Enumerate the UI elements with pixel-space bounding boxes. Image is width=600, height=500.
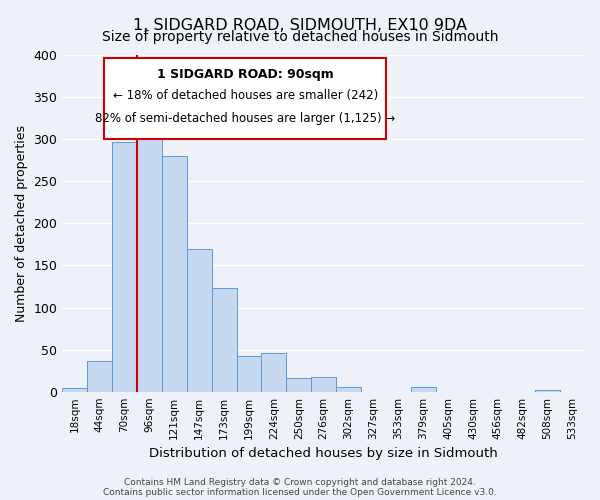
Bar bbox=[336, 388, 361, 392]
Text: 82% of semi-detached houses are larger (1,125) →: 82% of semi-detached houses are larger (… bbox=[95, 112, 395, 125]
Text: ← 18% of detached houses are smaller (242): ← 18% of detached houses are smaller (24… bbox=[113, 88, 378, 102]
Bar bbox=[162, 156, 187, 392]
Bar bbox=[87, 360, 112, 392]
Bar bbox=[286, 378, 311, 392]
Bar bbox=[535, 390, 560, 392]
FancyBboxPatch shape bbox=[104, 58, 386, 139]
Bar bbox=[236, 356, 262, 392]
Bar bbox=[212, 288, 236, 392]
Bar bbox=[311, 378, 336, 392]
Bar bbox=[262, 353, 286, 392]
Text: Contains public sector information licensed under the Open Government Licence v3: Contains public sector information licen… bbox=[103, 488, 497, 497]
Y-axis label: Number of detached properties: Number of detached properties bbox=[15, 125, 28, 322]
X-axis label: Distribution of detached houses by size in Sidmouth: Distribution of detached houses by size … bbox=[149, 447, 498, 460]
Bar bbox=[187, 248, 212, 392]
Bar bbox=[112, 142, 137, 392]
Text: Size of property relative to detached houses in Sidmouth: Size of property relative to detached ho… bbox=[102, 30, 498, 44]
Bar bbox=[62, 388, 87, 392]
Bar bbox=[411, 386, 436, 392]
Bar bbox=[137, 114, 162, 392]
Text: 1 SIDGARD ROAD: 90sqm: 1 SIDGARD ROAD: 90sqm bbox=[157, 68, 334, 82]
Text: 1, SIDGARD ROAD, SIDMOUTH, EX10 9DA: 1, SIDGARD ROAD, SIDMOUTH, EX10 9DA bbox=[133, 18, 467, 32]
Text: Contains HM Land Registry data © Crown copyright and database right 2024.: Contains HM Land Registry data © Crown c… bbox=[124, 478, 476, 487]
